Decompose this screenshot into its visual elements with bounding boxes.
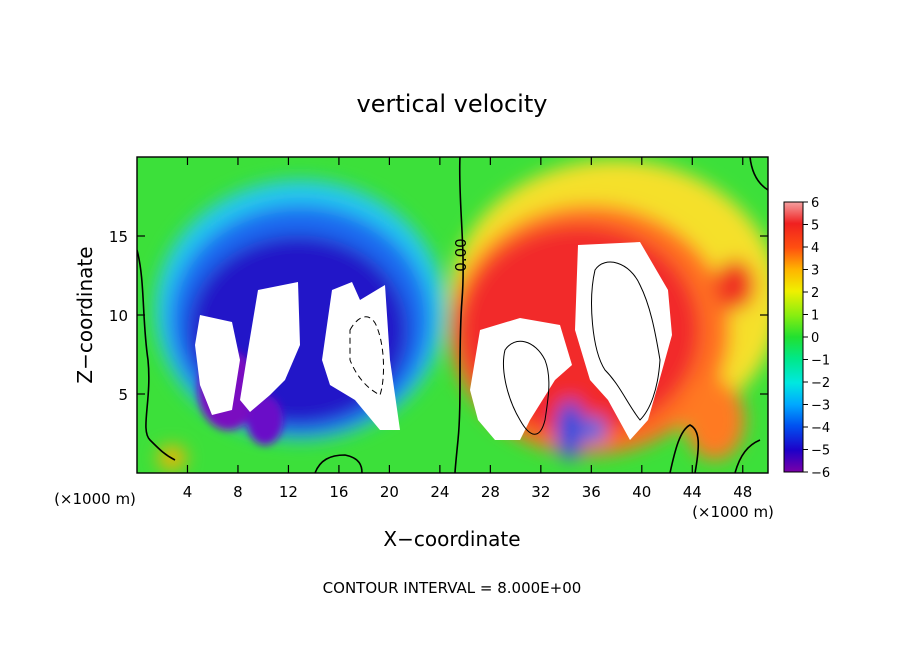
contour-interval-note: CONTOUR INTERVAL = 8.000E+00	[323, 579, 582, 597]
colorbar: 6 5 4 3 2 1 0 −1 −2 −3 −4 −5 −6	[783, 196, 830, 481]
colorbar-tick-label: 4	[811, 241, 819, 256]
x-tick-label: 8	[233, 483, 243, 501]
colorbar-gradient	[783, 201, 804, 473]
x-tick-label: 44	[683, 483, 702, 501]
colorbar-tick-label: 1	[811, 309, 819, 324]
colorbar-tick-label: 3	[811, 264, 819, 279]
x-tick-label: 32	[531, 483, 550, 501]
x-axis-ticks: 4 8 12 16 20 24 28 32 36 40 44 48	[183, 157, 752, 501]
x-tick-label: 48	[733, 483, 752, 501]
colorbar-tick-label: 2	[811, 286, 819, 301]
x-tick-label: 20	[380, 483, 399, 501]
colorbar-tick-label: 5	[811, 219, 819, 234]
colorbar-tick-label: −1	[811, 354, 830, 369]
colorbar-tick-label: −4	[811, 421, 830, 436]
x-tick-label: 36	[582, 483, 601, 501]
x-unit-left: (×1000 m)	[54, 490, 136, 508]
colorbar-tick-label: −5	[811, 444, 830, 459]
contour-lines	[137, 157, 768, 473]
colorbar-tick-label: 0	[811, 331, 819, 346]
y-axis-ticks: 5 10 15	[109, 228, 768, 404]
x-tick-label: 4	[183, 483, 193, 501]
contour-label: 0.00	[452, 238, 470, 271]
x-tick-label: 40	[632, 483, 651, 501]
x-unit-right: (×1000 m)	[692, 503, 774, 521]
inner-contours	[349, 261, 661, 435]
colorbar-ticks: 6 5 4 3 2 1 0 −1 −2 −3 −4 −5 −6	[803, 196, 830, 481]
y-tick-label: 15	[109, 228, 128, 246]
chart-title: vertical velocity	[357, 90, 548, 118]
colorbar-tick-label: −3	[811, 399, 830, 414]
y-tick-label: 5	[118, 386, 128, 404]
heatmap-field	[137, 157, 768, 473]
colorbar-tick-label: −6	[811, 466, 830, 481]
x-tick-label: 12	[279, 483, 298, 501]
x-tick-label: 16	[329, 483, 348, 501]
y-tick-label: 10	[109, 307, 128, 325]
x-tick-label: 28	[481, 483, 500, 501]
x-tick-label: 24	[430, 483, 449, 501]
y-axis-label: Z−coordinate	[73, 246, 97, 383]
colorbar-tick-label: −2	[811, 376, 830, 391]
colorbar-tick-label: 6	[811, 196, 819, 211]
x-axis-label: X−coordinate	[383, 527, 520, 551]
